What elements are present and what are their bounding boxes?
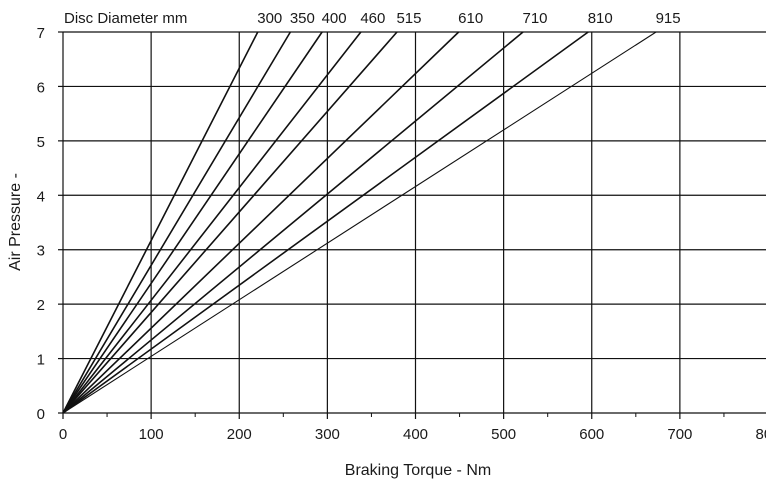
series-labels: 300 350 400 460 515 610 710 810 915 (257, 10, 680, 27)
y-axis-label: Air Pressure - (7, 173, 24, 271)
x-axis: 0 100 200 300 400 500 600 700 800 (59, 413, 766, 443)
y-tick-label: 2 (37, 297, 45, 314)
x-tick-label: 500 (491, 426, 516, 443)
series-line-350 (62, 31, 292, 414)
series-label-710: 710 (522, 10, 547, 27)
series-line-400 (62, 31, 323, 414)
x-tick-label: 600 (579, 426, 604, 443)
series-line-710 (62, 31, 524, 414)
series-label-915: 915 (656, 10, 681, 27)
series-label-515: 515 (396, 10, 421, 27)
series-label-400: 400 (322, 10, 347, 27)
x-tick-label: 400 (403, 426, 428, 443)
x-tick-label: 300 (315, 426, 340, 443)
series-lines (62, 31, 657, 414)
x-tick-label: 200 (227, 426, 252, 443)
series-line-515 (62, 31, 398, 414)
series-line-460 (62, 31, 362, 414)
series-label-810: 810 (588, 10, 613, 27)
series-label-350: 350 (290, 10, 315, 27)
y-tick-label: 3 (37, 243, 45, 260)
x-axis-label: Braking Torque - Nm (345, 462, 491, 479)
x-tick-label: 0 (59, 426, 67, 443)
series-label-300: 300 (257, 10, 282, 27)
y-tick-label: 4 (37, 188, 45, 205)
series-line-610 (62, 31, 460, 414)
grid (62, 31, 766, 414)
x-tick-label: 800 (755, 426, 766, 443)
y-tick-label: 1 (37, 352, 45, 369)
y-axis: 0 1 2 3 4 5 6 7 (37, 25, 63, 423)
series-label-610: 610 (458, 10, 483, 27)
x-tick-label: 700 (667, 426, 692, 443)
series-line-915 (62, 31, 657, 414)
y-tick-label: 6 (37, 79, 45, 96)
x-tick-label: 100 (139, 426, 164, 443)
series-label-460: 460 (360, 10, 385, 27)
y-tick-label: 7 (37, 25, 45, 42)
y-tick-label: 5 (37, 134, 45, 151)
y-tick-label: 0 (37, 406, 45, 423)
series-line-300 (62, 31, 259, 414)
series-line-810 (62, 31, 589, 414)
series-header: Disc Diameter mm (64, 10, 187, 27)
